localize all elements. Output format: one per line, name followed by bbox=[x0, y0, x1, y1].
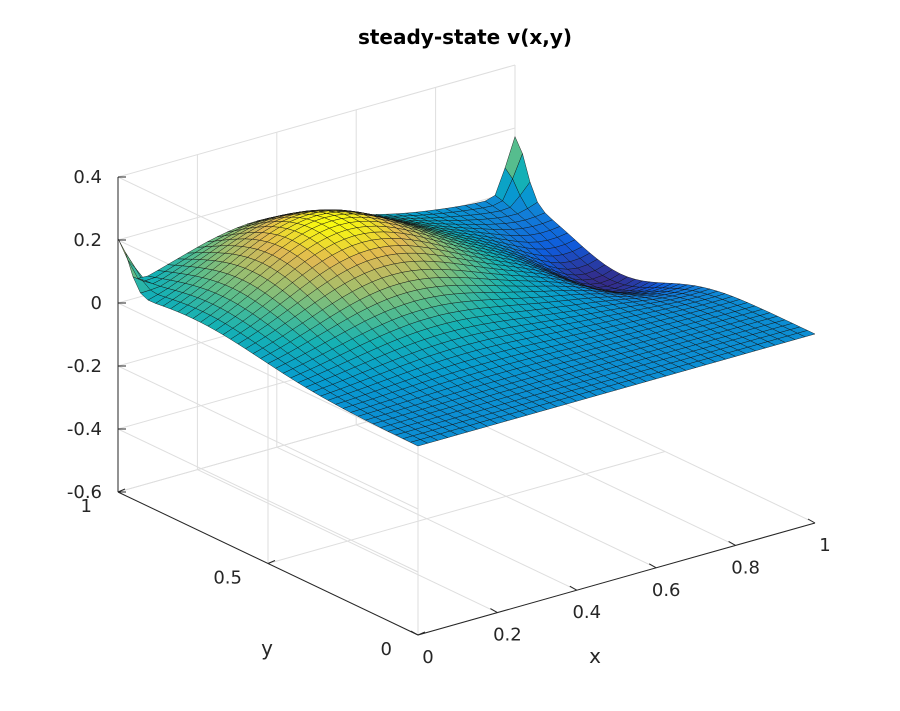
gridline-z-back bbox=[117, 127, 516, 241]
x-axis-label: x bbox=[589, 644, 601, 668]
y-tick-label: 0.5 bbox=[213, 568, 242, 589]
z-tick-label: -0.6 bbox=[67, 482, 102, 503]
y-tick-mark bbox=[417, 631, 426, 636]
z-tick-label: -0.4 bbox=[67, 419, 102, 440]
x-tick-mark bbox=[490, 608, 498, 614]
x-tick-mark bbox=[648, 563, 657, 569]
z-tick-label: 0.4 bbox=[73, 167, 102, 188]
x-tick-label: 0.4 bbox=[572, 602, 601, 623]
x-tick-label: 0.2 bbox=[493, 625, 522, 646]
z-tick-label: 0 bbox=[91, 293, 102, 314]
x-tick-label: 0.8 bbox=[731, 557, 760, 578]
chart-title: steady-state v(x,y) bbox=[358, 25, 572, 49]
x-tick-label: 1 bbox=[819, 535, 830, 556]
y-tick-label: 1 bbox=[81, 496, 92, 517]
x-tick-label: 0.6 bbox=[652, 580, 681, 601]
z-tick-label: 0.2 bbox=[73, 230, 102, 251]
y-axis-label: y bbox=[261, 636, 273, 660]
x-axis-line bbox=[417, 522, 816, 636]
surface-mesh bbox=[117, 135, 816, 447]
y-tick-label: 0 bbox=[381, 639, 392, 660]
y-tick-mark bbox=[267, 560, 276, 564]
x-tick-mark bbox=[728, 540, 736, 546]
x-tick-mark bbox=[807, 518, 816, 524]
x-tick-label: 0 bbox=[422, 647, 433, 668]
x-tick-mark bbox=[569, 585, 578, 591]
surface-facet bbox=[796, 330, 816, 338]
gridline-z-back bbox=[117, 64, 516, 178]
z-tick-label: -0.2 bbox=[67, 356, 102, 377]
x-tick-mark bbox=[410, 630, 419, 636]
gridline-y-floor bbox=[267, 451, 666, 564]
